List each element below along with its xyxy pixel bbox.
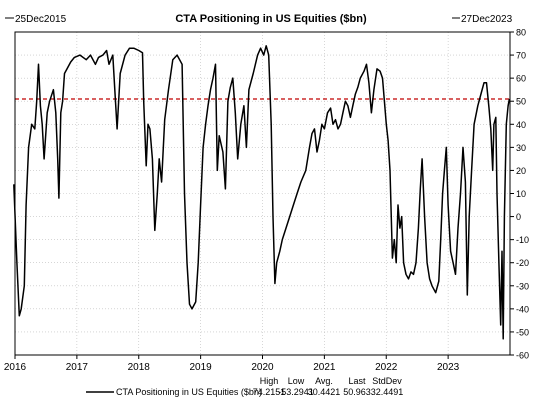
y-tick-label: 10 (516, 189, 526, 199)
legend-stat-label: Low (288, 376, 305, 386)
legend-stat-value: 32.4491 (371, 387, 404, 397)
legend-stat-value: 74.2151 (253, 387, 286, 397)
y-tick-label: -10 (516, 235, 529, 245)
y-tick-label: -30 (516, 281, 529, 291)
x-axis: 2016 2017 2018 2019 2020 2021 2022 2023 (4, 355, 460, 373)
legend-stat-label: Avg. (315, 376, 333, 386)
start-date-label: 25Dec2015 (15, 14, 67, 25)
end-date-label: 27Dec2023 (461, 14, 513, 25)
y-tick-label: 60 (516, 74, 526, 84)
series-line (13, 45, 511, 340)
y-tick-label: 0 (516, 212, 521, 222)
x-tick-label: 2021 (313, 362, 336, 373)
legend-series-label: CTA Positioning in US Equities ($bn) (116, 387, 262, 397)
x-tick-label: 2018 (128, 362, 151, 373)
legend-stat-value: 50.963 (343, 387, 371, 397)
y-tick-label: 70 (516, 51, 526, 61)
legend-stat-label: StdDev (372, 376, 402, 386)
legend: CTA Positioning in US Equities ($bn) Hig… (86, 376, 403, 397)
x-tick-label: 2023 (437, 362, 460, 373)
y-tick-label: -20 (516, 258, 529, 268)
legend-stat-value: -53.2941 (278, 387, 314, 397)
y-tick-label: -50 (516, 327, 529, 337)
legend-stat-value: 30.4421 (308, 387, 341, 397)
x-tick-label: 2020 (251, 362, 274, 373)
legend-stat-label: High (260, 376, 279, 386)
x-tick-label: 2022 (375, 362, 398, 373)
legend-stat-label: Last (348, 376, 366, 386)
y-tick-label: 80 (516, 28, 526, 38)
y-tick-label: -40 (516, 304, 529, 314)
y-tick-label: 30 (516, 143, 526, 153)
x-tick-label: 2019 (190, 362, 213, 373)
x-tick-label: 2016 (4, 362, 27, 373)
y-axis: -60 -50 -40 -30 -20 -10 0 10 20 30 40 50 60 70 80 (510, 28, 529, 361)
y-tick-label: 40 (516, 120, 526, 130)
y-tick-label: 50 (516, 97, 526, 107)
series-group (13, 45, 511, 340)
chart-title: CTA Positioning in US Equities ($bn) (175, 13, 367, 25)
y-tick-label: 20 (516, 166, 526, 176)
x-tick-label: 2017 (66, 362, 89, 373)
y-tick-label: -60 (516, 351, 529, 361)
